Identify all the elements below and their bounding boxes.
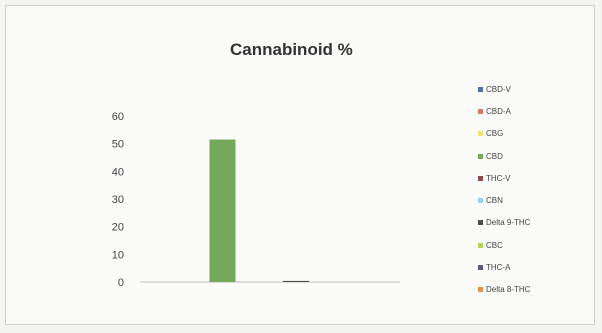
- legend-swatch: [478, 175, 483, 181]
- legend-item: CBD-V: [478, 78, 530, 100]
- legend-item: CBC: [478, 234, 530, 256]
- y-tick-label: 20: [112, 222, 124, 234]
- legend-label: CBC: [486, 240, 503, 250]
- legend-label: THC-V: [486, 173, 511, 183]
- legend-swatch: [478, 153, 483, 159]
- legend-swatch: [478, 265, 483, 271]
- legend-swatch: [478, 198, 483, 204]
- chart-title: Cannabinoid %: [230, 40, 353, 59]
- legend-swatch: [478, 220, 483, 226]
- legend-swatch: [478, 242, 483, 248]
- legend-label: THC-A: [486, 263, 511, 273]
- legend-item: CBD: [478, 145, 530, 167]
- legend-item: Delta 9-THC: [478, 212, 530, 234]
- legend-swatch: [478, 86, 483, 92]
- y-tick-label: 0: [118, 277, 124, 289]
- legend-swatch: [478, 287, 483, 293]
- legend-label: CBG: [486, 129, 504, 139]
- legend-item: THC-A: [478, 256, 530, 278]
- y-tick-label: 30: [112, 194, 124, 206]
- legend-item: CBN: [478, 189, 530, 211]
- legend-item: CBD-A: [478, 100, 530, 122]
- legend-item: THC-V: [478, 167, 530, 189]
- legend-item: Delta 8-THC: [478, 279, 530, 301]
- legend-label: Delta 9-THC: [486, 218, 531, 228]
- legend-label: Delta 8-THC: [486, 285, 531, 295]
- bar-cbd: [209, 139, 236, 282]
- chart-frame: [5, 5, 595, 325]
- legend-label: CBD: [486, 151, 503, 161]
- y-tick-label: 40: [112, 166, 124, 178]
- legend-swatch: [478, 131, 483, 137]
- y-tick-label: 60: [112, 111, 124, 123]
- bar-delta-9-thc: [283, 280, 309, 282]
- legend-item: CBG: [478, 123, 530, 145]
- legend-label: CBD-A: [486, 106, 511, 116]
- y-tick-label: 10: [112, 249, 124, 261]
- y-tick-label: 50: [112, 139, 124, 151]
- legend-swatch: [478, 108, 483, 114]
- legend: CBD-V CBD-A CBG CBD THC-V CBN Delta 9-THC CBC TH…: [478, 78, 530, 301]
- legend-label: CBD-V: [486, 84, 511, 94]
- legend-label: CBN: [486, 196, 503, 206]
